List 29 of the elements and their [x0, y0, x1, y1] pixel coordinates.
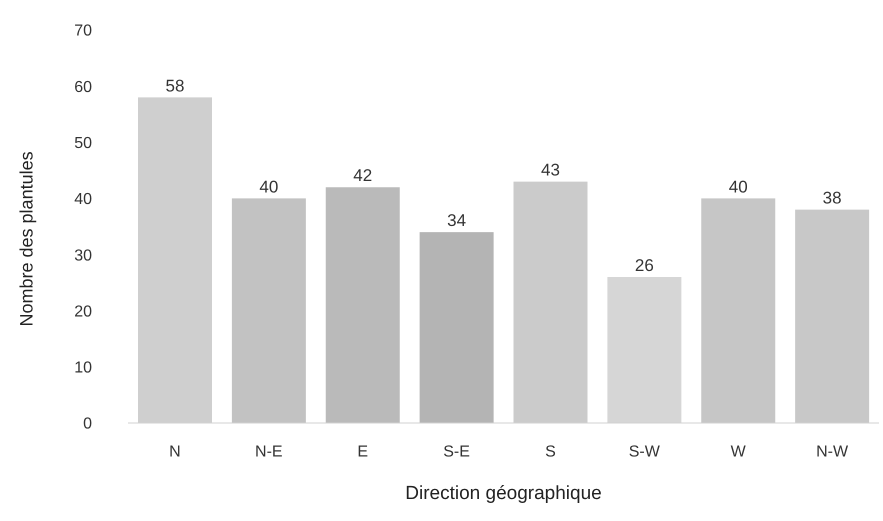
x-tick-label: W [730, 443, 747, 460]
data-label: 43 [541, 160, 560, 180]
data-label: 42 [353, 166, 372, 186]
x-tick-label: E [357, 443, 368, 460]
x-axis-title: Direction géographique [405, 483, 602, 504]
data-label: 34 [447, 211, 466, 230]
x-tick-label: N-W [816, 443, 849, 460]
data-label: 40 [728, 177, 748, 196]
bar [232, 198, 306, 423]
y-tick-label: 30 [74, 247, 92, 264]
data-label: 40 [259, 177, 278, 196]
y-axis-title: Nombre des plantules [16, 151, 36, 326]
y-tick-label: 20 [74, 303, 92, 320]
data-label: 38 [822, 188, 842, 208]
x-tick-label: S-E [443, 443, 470, 460]
data-label: 26 [634, 256, 654, 276]
data-label: 58 [166, 76, 184, 96]
y-tick-label: 70 [74, 22, 92, 40]
y-tick-label: 0 [83, 416, 92, 433]
y-tick-label: 60 [74, 78, 92, 96]
y-tick-label: 10 [74, 360, 92, 377]
bar [420, 232, 494, 423]
x-tick-label: S-W [628, 443, 661, 460]
y-tick-label: 50 [74, 134, 92, 152]
x-tick-label: N [169, 443, 181, 460]
bar [326, 187, 400, 423]
y-tick-label: 40 [74, 191, 92, 208]
x-tick-label: N-E [255, 443, 283, 460]
x-tick-label: S [545, 443, 556, 460]
